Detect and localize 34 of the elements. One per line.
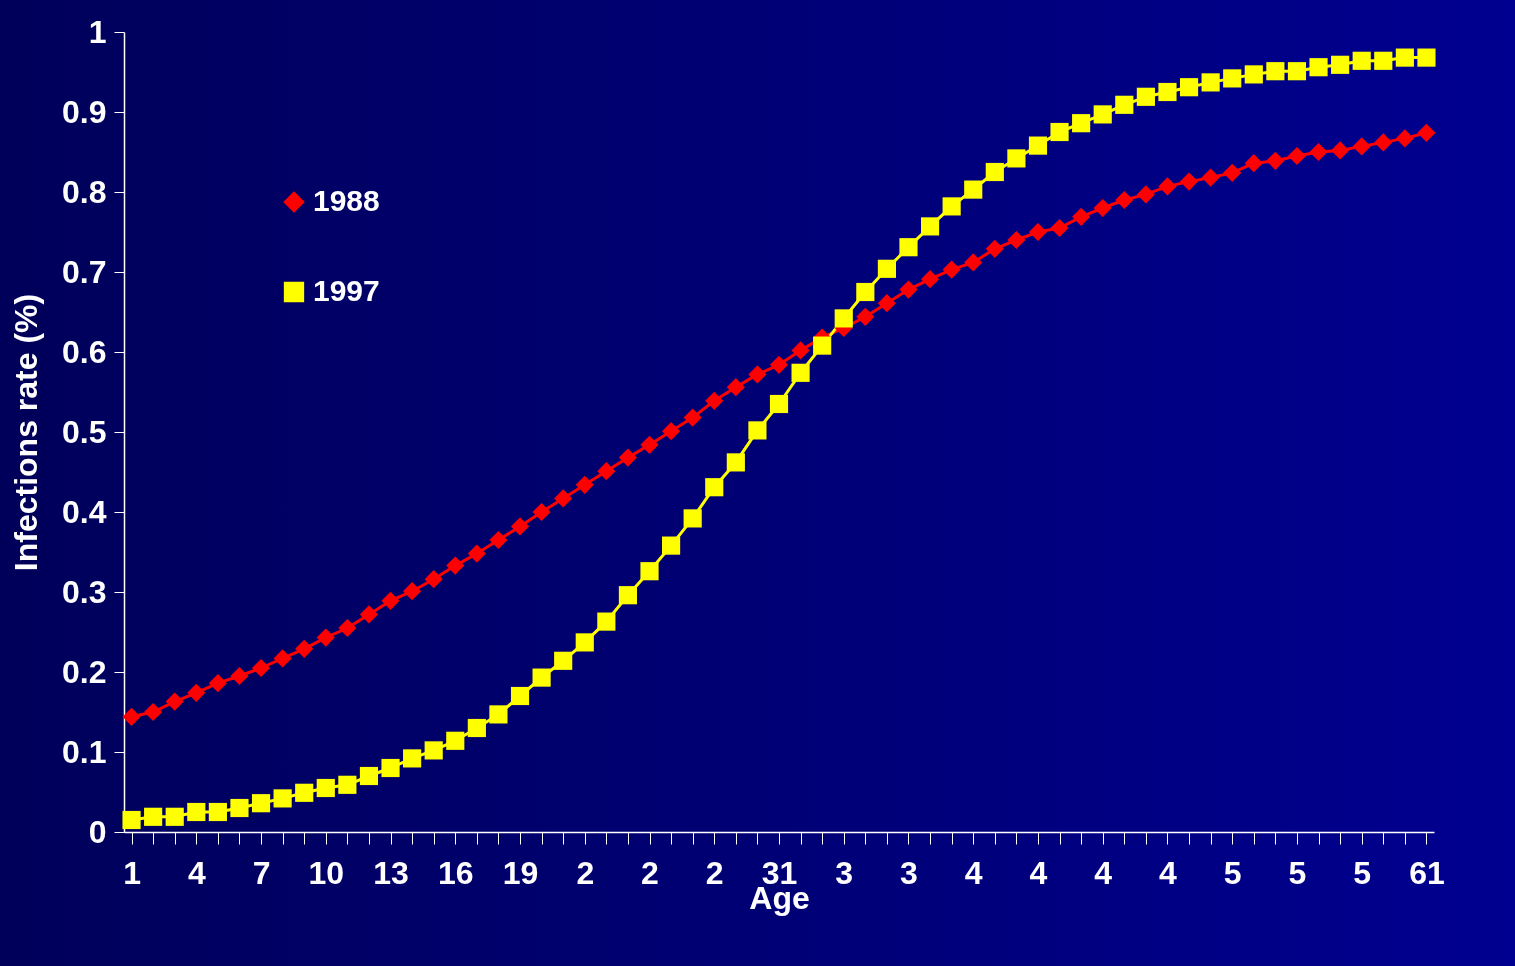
- y-tick-label: 0.9: [62, 93, 107, 130]
- x-tick-label: 3: [900, 854, 918, 891]
- y-tick-label: 0.7: [62, 253, 107, 290]
- y-tick-label: 1: [88, 13, 107, 50]
- x-tick-label: 10: [308, 854, 345, 891]
- x-tick-label: 4: [1159, 854, 1178, 891]
- y-tick-label: 0.6: [62, 333, 107, 370]
- y-tick-label: 0.8: [62, 173, 107, 210]
- x-tick-label: 16: [437, 854, 474, 891]
- y-axis-title: Infections rate (%): [8, 293, 45, 572]
- x-tick-label: 7: [252, 854, 271, 891]
- x-tick-label: 5: [1288, 854, 1307, 891]
- x-tick-label: 3: [835, 854, 854, 891]
- x-tick-label: 4: [1094, 854, 1113, 891]
- y-tick-label: 0.3: [62, 573, 107, 610]
- x-tick-label: 5: [1353, 854, 1372, 891]
- x-tick-label: 1: [123, 854, 141, 891]
- x-tick-label: 13: [373, 854, 409, 891]
- y-tick-label: 0: [88, 813, 107, 850]
- y-tick-label: 0.1: [62, 733, 107, 770]
- legend-label: 1988: [313, 184, 380, 217]
- x-tick-label: 61: [1409, 854, 1445, 891]
- x-tick-label: 4: [1029, 854, 1048, 891]
- x-tick-label: 5: [1223, 854, 1242, 891]
- y-tick-label: 0.5: [62, 413, 107, 450]
- x-tick-label: 2: [576, 854, 595, 891]
- x-tick-label: 4: [964, 854, 983, 891]
- x-tick-label: 2: [641, 854, 659, 891]
- y-tick-label: 0.2: [62, 653, 107, 690]
- x-tick-label: 2: [705, 854, 724, 891]
- y-tick-label: 0.4: [62, 493, 107, 530]
- legend-label: 1997: [313, 274, 380, 307]
- x-tick-label: 4: [187, 854, 206, 891]
- x-tick-label: 19: [502, 854, 539, 891]
